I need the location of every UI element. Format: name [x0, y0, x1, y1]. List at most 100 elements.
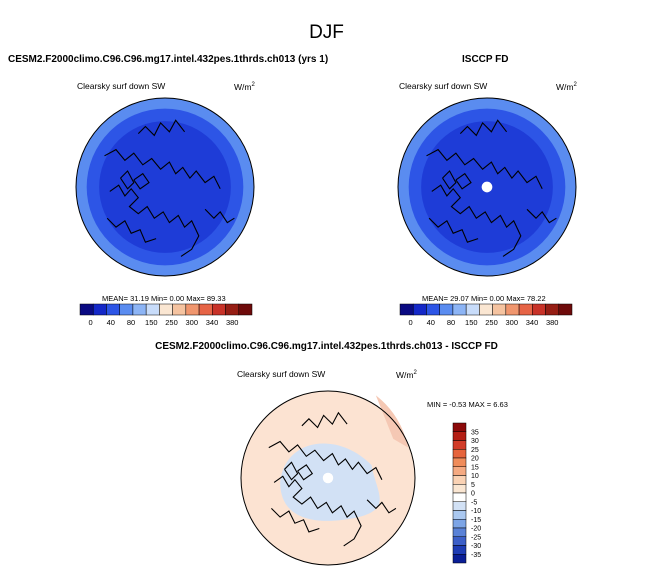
panel3-colorbar-swatch [452, 466, 467, 476]
panel1-coastline-6 [133, 172, 150, 190]
panel1-colorbar-label: 300 [186, 318, 199, 327]
panel2-colorbar-swatch [439, 303, 454, 316]
panel1-colorbar-swatch [145, 303, 160, 316]
panel2-stats: MEAN= 29.07 Min= 0.00 Max= 78.22 [422, 294, 546, 303]
panel3-colorbar-label: 0 [471, 491, 475, 498]
panel3-colorbar-label: -20 [471, 526, 481, 533]
panel3-colorbar-label: -5 [471, 499, 477, 506]
panel3-coastline-2 [301, 411, 348, 429]
panel3-colorbar-label: 5 [471, 482, 475, 489]
panel3-coastline-0 [268, 440, 383, 480]
panel2-coastline-0 [426, 148, 543, 190]
panel3-colorbar-swatch [452, 484, 467, 494]
panel2-colorbar-label: 0 [408, 318, 412, 327]
panel1-colorbar-swatch [212, 303, 226, 316]
panel3-colorbar-label: -10 [471, 508, 481, 515]
panel2-colorbar-label: 380 [546, 318, 559, 327]
panel1-colorbar-swatch [92, 303, 107, 316]
panel3-colorbar-swatch [452, 422, 467, 432]
panel3-coastline-5 [284, 461, 299, 481]
panel2-colorbar-swatch [545, 303, 560, 316]
panel2-colorbar-label: 300 [506, 318, 519, 327]
panel2-colorbar-swatch [426, 303, 440, 316]
panel1-colorbar-swatch [198, 303, 213, 316]
panel3-units: W/m2 [396, 370, 417, 380]
panel2-colorbar-swatch [465, 303, 480, 316]
panel3-colorbar-swatch [452, 501, 467, 511]
panel2-coastline-3 [428, 217, 479, 243]
panel3-colorbar-label: 10 [471, 473, 479, 480]
panel3-colorbar-swatch [452, 510, 467, 520]
panel2-coastline-1 [431, 184, 522, 257]
panel1-map [75, 97, 255, 277]
panel1-colorbar-swatch [159, 303, 173, 316]
panel3-colorbar-label: -30 [471, 543, 481, 550]
panel3-colorbar-swatch [452, 475, 467, 485]
panel3-title: CESM2.F2000climo.C96.C96.mg17.intel.432p… [155, 341, 498, 352]
panel3-colorbar-label: -25 [471, 534, 481, 541]
panel1-colorbar-label: 380 [226, 318, 239, 327]
panel1-variable: Clearsky surf down SW [77, 81, 166, 91]
panel2-units: W/m2 [556, 82, 577, 92]
panel2-colorbar-swatch [399, 303, 414, 316]
panel1-colorbar-swatch [185, 303, 200, 316]
panel3-colorbar-swatch [452, 554, 467, 564]
panel2-colorbar-swatch [505, 303, 520, 316]
panel3-colorbar-label: -15 [471, 517, 481, 524]
panel1-colorbar-label: 250 [165, 318, 178, 327]
panel2-colorbar-swatch [479, 303, 493, 316]
panel3-coastline-4 [366, 499, 397, 514]
panel2-colorbar-swatch [558, 303, 573, 316]
panel3-map [240, 390, 416, 566]
panel3-colorbar-swatch [452, 492, 467, 502]
season-title: DJF [309, 22, 344, 43]
panel1-colorbar-swatch [225, 303, 240, 316]
panel1-title: CESM2.F2000climo.C96.C96.mg17.intel.432p… [8, 54, 329, 65]
panel2-colorbar-label: 80 [447, 318, 455, 327]
panel1-stats: MEAN= 31.19 Min= 0.00 Max= 89.33 [102, 294, 226, 303]
panel3-variable: Clearsky surf down SW [237, 369, 326, 379]
panel2-coastline-6 [455, 172, 472, 190]
panel3-colorbar-label: 20 [471, 456, 479, 463]
panel3-colorbar-swatch [452, 519, 467, 529]
panel1-colorbar-swatch [79, 303, 94, 316]
panel1-coastline-0 [104, 148, 221, 190]
panel2-colorbar-swatch [518, 303, 533, 316]
panel2-colorbar-label: 40 [427, 318, 435, 327]
panel3-coastline-6 [297, 464, 314, 481]
panel2-colorbar-label: 150 [465, 318, 478, 327]
panel1-colorbar-label: 150 [145, 318, 158, 327]
panel1-colorbar-swatch [106, 303, 120, 316]
panel3-positive-edge-region [375, 395, 409, 448]
panel1-colorbar-label: 0 [88, 318, 92, 327]
panel2-colorbar-swatch [452, 303, 467, 316]
panel2-map [397, 97, 577, 277]
panel1-map-border [75, 97, 255, 277]
panel1-ring-inner [99, 121, 231, 253]
panel3-colorbar-swatch [452, 440, 467, 450]
panel1-coastline-2 [137, 119, 186, 137]
panel3-map-border [240, 390, 416, 566]
panel2-coastline-5 [442, 170, 457, 190]
panel3-colorbar-swatch [452, 431, 467, 441]
panel3-colorbar-swatch [452, 536, 467, 546]
panel3-coastline-1 [273, 475, 362, 547]
panel2-variable: Clearsky surf down SW [399, 81, 488, 91]
panel1-coastline-3 [106, 217, 157, 243]
panel1-coastline-5 [120, 170, 135, 190]
panel2-coastline-4 [526, 208, 557, 224]
panel1-colorbar-label: 40 [107, 318, 115, 327]
panel3-colorbar-label: -35 [471, 552, 481, 559]
panel1-coastline-4 [204, 208, 235, 224]
panel3-coastline-3 [271, 508, 320, 533]
panel1-coastline-1 [109, 184, 200, 257]
panel3-stats: MIN = -0.53 MAX = 6.63 [427, 400, 508, 409]
panel3-colorbar-label: 15 [471, 464, 479, 471]
panel3-colorbar-label: 25 [471, 447, 479, 454]
panel2-title: ISCCP FD [462, 54, 509, 65]
panel1-colorbar-swatch [172, 303, 187, 316]
panel2-missing-pole [481, 181, 493, 193]
panel1-units: W/m2 [234, 82, 255, 92]
panel1-colorbar-swatch [119, 303, 134, 316]
